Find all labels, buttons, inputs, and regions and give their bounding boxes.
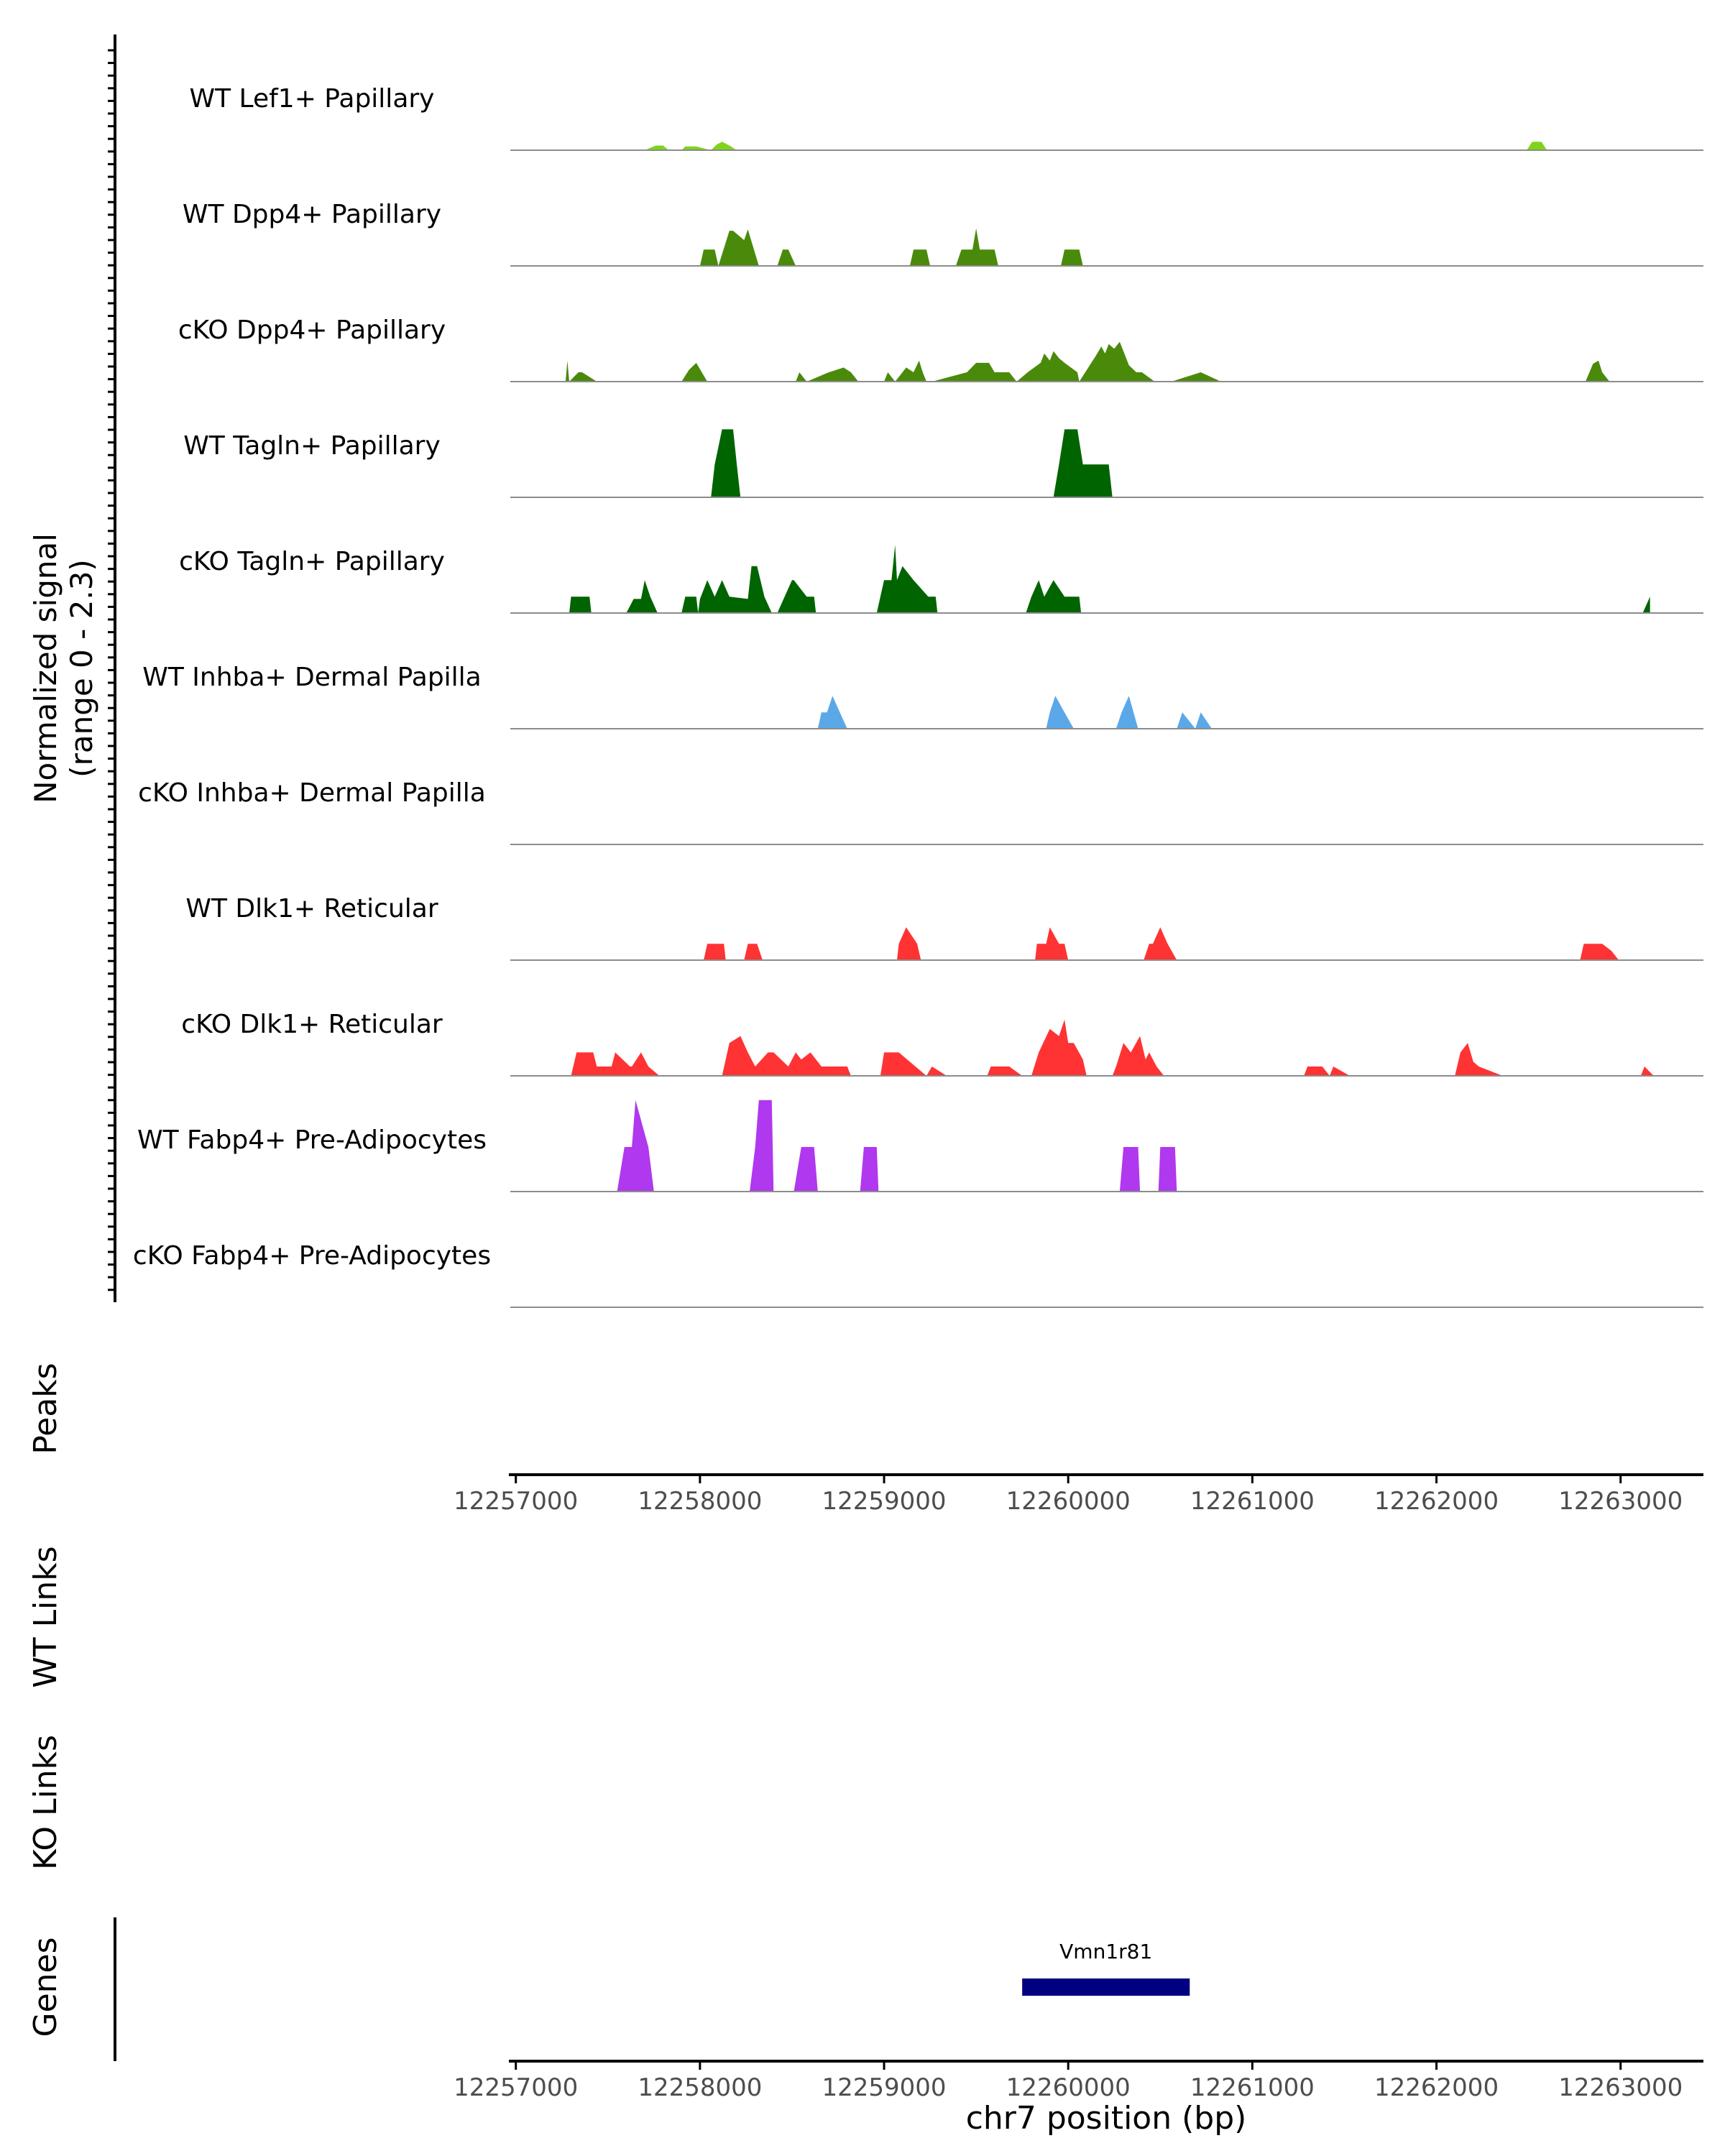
peaks-panel-label: Peaks (27, 1363, 64, 1454)
x-tick-label: 12262000 (1374, 2073, 1499, 2102)
track: WT Lef1+ Papillary (190, 84, 1703, 151)
x-tick-label: 12260000 (1006, 1487, 1131, 1516)
gene-annotations: Vmn1r81 (1022, 1940, 1190, 1996)
gene-body (1022, 1978, 1190, 1996)
ko-links-panel-label: KO Links (27, 1735, 64, 1870)
genes-panel-label: Genes (27, 1937, 64, 2037)
track: cKO Tagln+ Papillary (179, 545, 1703, 614)
x-tick-label: 12258000 (638, 1487, 762, 1516)
track-label: cKO Fabp4+ Pre-Adipocytes (133, 1241, 491, 1271)
track: WT Inhba+ Dermal Papilla (142, 663, 1703, 729)
track: WT Dpp4+ Papillary (183, 200, 1703, 267)
track-label: cKO Tagln+ Papillary (179, 547, 445, 576)
track-signal (817, 696, 1212, 729)
peaks-x-axis-ticks: 12257000 12258000 12259000 12260000 12261000… (454, 1475, 1683, 1516)
signal-y-axis-label: Normalized signal (28, 533, 63, 803)
track-signal (571, 1019, 1654, 1076)
x-tick-label: 12261000 (1190, 1487, 1315, 1516)
track-signal (704, 927, 1619, 960)
track-label: cKO Dlk1+ Reticular (181, 1010, 443, 1039)
track: cKO Dpp4+ Papillary (178, 315, 1703, 382)
signal-tracks: WT Lef1+ Papillary WT Dpp4+ Papillary cKO … (133, 84, 1703, 1308)
signal-y-axis-ticks (108, 49, 115, 1291)
track-signal (645, 142, 1547, 150)
x-axis-title: chr7 position (bp) (966, 2100, 1247, 2137)
x-tick-label: 12260000 (1006, 2073, 1131, 2102)
track: WT Fabp4+ Pre-Adipocytes (137, 1100, 1703, 1192)
x-tick-label: 12258000 (638, 2073, 762, 2102)
x-tick-label: 12261000 (1190, 2073, 1315, 2102)
track-label: WT Fabp4+ Pre-Adipocytes (137, 1125, 487, 1155)
track-label: WT Inhba+ Dermal Papilla (142, 663, 481, 692)
x-tick-label: 12257000 (454, 2073, 578, 2102)
track-label: WT Dlk1+ Reticular (185, 894, 438, 923)
track-label: WT Dpp4+ Papillary (183, 200, 441, 229)
x-tick-label: 12262000 (1374, 1487, 1499, 1516)
genes-x-axis-ticks: 12257000 12258000 12259000 12260000 12261000… (454, 2061, 1683, 2102)
track: cKO Fabp4+ Pre-Adipocytes (133, 1241, 1703, 1308)
gene-label: Vmn1r81 (1059, 1940, 1152, 1963)
track-signal (569, 545, 1650, 613)
x-tick-label: 12263000 (1558, 1487, 1683, 1516)
track-signal (711, 429, 1113, 497)
track-label: cKO Dpp4+ Papillary (178, 315, 446, 345)
x-tick-label: 12263000 (1558, 2073, 1683, 2102)
track-label: WT Lef1+ Papillary (190, 84, 435, 114)
x-tick-label: 12257000 (454, 1487, 578, 1516)
track-label: WT Tagln+ Papillary (183, 431, 441, 461)
x-tick-label: 12259000 (822, 1487, 946, 1516)
wt-links-panel-label: WT Links (27, 1546, 64, 1687)
x-tick-label: 12259000 (822, 2073, 946, 2102)
track: cKO Dlk1+ Reticular (181, 1010, 1703, 1077)
track-label: cKO Inhba+ Dermal Papilla (138, 778, 486, 808)
track-signal (617, 1100, 1177, 1192)
signal-y-axis-range: (range 0 - 2.3) (64, 559, 99, 778)
track-signal (699, 228, 1083, 266)
track: WT Tagln+ Papillary (183, 429, 1703, 498)
track: cKO Inhba+ Dermal Papilla (138, 778, 1703, 845)
track-signal (565, 341, 1610, 382)
track: WT Dlk1+ Reticular (185, 894, 1703, 961)
